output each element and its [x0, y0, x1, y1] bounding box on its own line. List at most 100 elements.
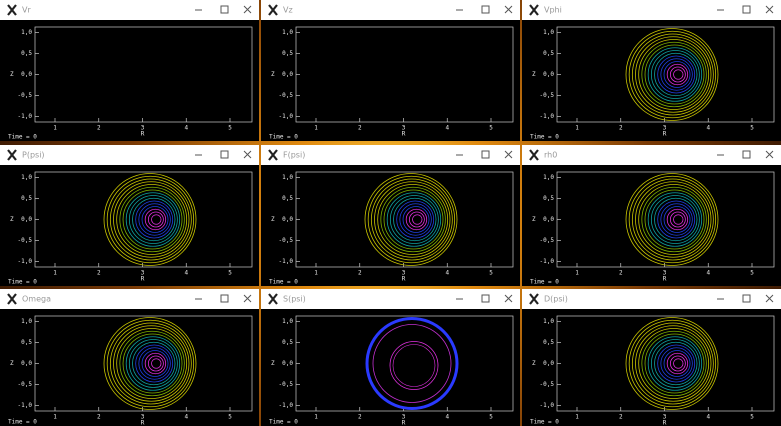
x-tick-label: 2 [358, 414, 362, 421]
x-tick-label: 2 [97, 270, 101, 277]
x-tick-label: 1 [53, 414, 57, 421]
y-tick-label: -1,0 [279, 402, 294, 409]
x-axis-label: R [402, 131, 406, 138]
x-tick-label: 1 [53, 125, 57, 132]
y-tick-label: -0,5 [540, 381, 555, 388]
plot-area [522, 20, 781, 141]
y-tick-label: 0,5 [282, 339, 293, 346]
x-window: rh01,00,50,0-0,5-1,012345ZRTime = 0 [522, 145, 781, 286]
x-tick-label: 4 [706, 270, 710, 277]
y-tick-label: 0,5 [282, 195, 293, 202]
title-bar [522, 145, 781, 165]
x-tick-label: 2 [619, 414, 623, 421]
footer-text: Time = 0 [530, 419, 559, 426]
y-tick-label: -1,0 [540, 113, 555, 120]
y-tick-label: 1,0 [21, 29, 32, 36]
x-tick-label: 1 [314, 125, 318, 132]
title-bar [0, 0, 259, 20]
x-tick-label: 5 [750, 270, 754, 277]
x-window: Vphi1,00,50,0-0,5-1,012345ZRTime = 0 [522, 0, 781, 141]
y-tick-label: -1,0 [18, 113, 33, 120]
x-tick-label: 4 [706, 125, 710, 132]
x-tick-label: 2 [358, 125, 362, 132]
y-tick-label: 1,0 [543, 29, 554, 36]
y-axis-label: Z [10, 71, 14, 78]
y-tick-label: -0,5 [18, 92, 33, 99]
y-tick-label: 0,0 [21, 216, 32, 223]
y-tick-label: 0,0 [21, 360, 32, 367]
x-tick-label: 4 [445, 270, 449, 277]
x-axis-label: R [402, 420, 406, 426]
x-axis-label: R [663, 276, 667, 283]
plot-area [0, 165, 259, 286]
x-window: Omega1,00,50,0-0,5-1,012345ZRTime = 0 [0, 289, 259, 426]
footer-text: Time = 0 [269, 134, 298, 141]
x-tick-label: 5 [750, 414, 754, 421]
x-axis-label: R [141, 420, 145, 426]
window-title: S(psi) [283, 295, 306, 304]
x-tick-label: 5 [489, 125, 493, 132]
x-tick-label: 5 [489, 414, 493, 421]
y-tick-label: -0,5 [279, 237, 294, 244]
y-tick-label: 0,0 [282, 71, 293, 78]
x-tick-label: 2 [358, 270, 362, 277]
x-tick-label: 5 [228, 270, 232, 277]
y-tick-label: 0,0 [543, 216, 554, 223]
x-tick-label: 5 [228, 414, 232, 421]
x-window: Vr1,00,50,0-0,5-1,012345ZRTime = 0 [0, 0, 259, 141]
y-tick-label: 0,5 [21, 195, 32, 202]
footer-text: Time = 0 [530, 279, 559, 286]
window-title: Vphi [544, 6, 562, 15]
y-tick-label: -1,0 [18, 258, 33, 265]
y-tick-label: -0,5 [279, 381, 294, 388]
x-tick-label: 1 [575, 414, 579, 421]
y-axis-label: Z [271, 216, 275, 223]
x-axis-label: R [141, 131, 145, 138]
plot-area [522, 165, 781, 286]
x-axis-label: R [402, 276, 406, 283]
x-tick-label: 2 [97, 125, 101, 132]
footer-text: Time = 0 [269, 279, 298, 286]
y-tick-label: -1,0 [279, 113, 294, 120]
y-tick-label: 1,0 [543, 318, 554, 325]
window-title: Vr [22, 6, 31, 15]
x-tick-label: 5 [750, 125, 754, 132]
window-title: Omega [22, 295, 51, 304]
y-tick-label: -0,5 [279, 92, 294, 99]
y-tick-label: 0,5 [543, 195, 554, 202]
y-tick-label: -0,5 [540, 92, 555, 99]
window-title: P(psi) [22, 151, 45, 160]
y-tick-label: 0,0 [282, 216, 293, 223]
y-tick-label: 1,0 [282, 29, 293, 36]
y-tick-label: 1,0 [282, 174, 293, 181]
x-axis-label: R [663, 131, 667, 138]
y-axis-label: Z [532, 71, 536, 78]
y-tick-label: 0,5 [282, 50, 293, 57]
y-tick-label: 1,0 [282, 318, 293, 325]
x-tick-label: 4 [184, 414, 188, 421]
x-tick-label: 1 [314, 270, 318, 277]
window-title: rh0 [544, 151, 557, 160]
y-tick-label: 0,0 [282, 360, 293, 367]
x-tick-label: 5 [489, 270, 493, 277]
y-tick-label: 0,5 [543, 50, 554, 57]
x-tick-label: 1 [314, 414, 318, 421]
y-tick-label: -0,5 [540, 237, 555, 244]
desktop: Vr1,00,50,0-0,5-1,012345ZRTime = 0Vz1,00… [0, 0, 781, 426]
x-tick-label: 4 [706, 414, 710, 421]
x-window: F(psi)1,00,50,0-0,5-1,012345ZRTime = 0 [261, 145, 520, 286]
footer-text: Time = 0 [8, 419, 37, 426]
footer-text: Time = 0 [8, 134, 37, 141]
y-tick-label: 0,0 [21, 71, 32, 78]
y-tick-label: 0,5 [21, 50, 32, 57]
x-axis-label: R [663, 420, 667, 426]
x-tick-label: 4 [445, 125, 449, 132]
y-tick-label: -1,0 [18, 402, 33, 409]
x-tick-label: 4 [184, 125, 188, 132]
y-axis-label: Z [271, 360, 275, 367]
y-tick-label: -0,5 [18, 237, 33, 244]
y-axis-label: Z [532, 360, 536, 367]
x-tick-label: 4 [184, 270, 188, 277]
